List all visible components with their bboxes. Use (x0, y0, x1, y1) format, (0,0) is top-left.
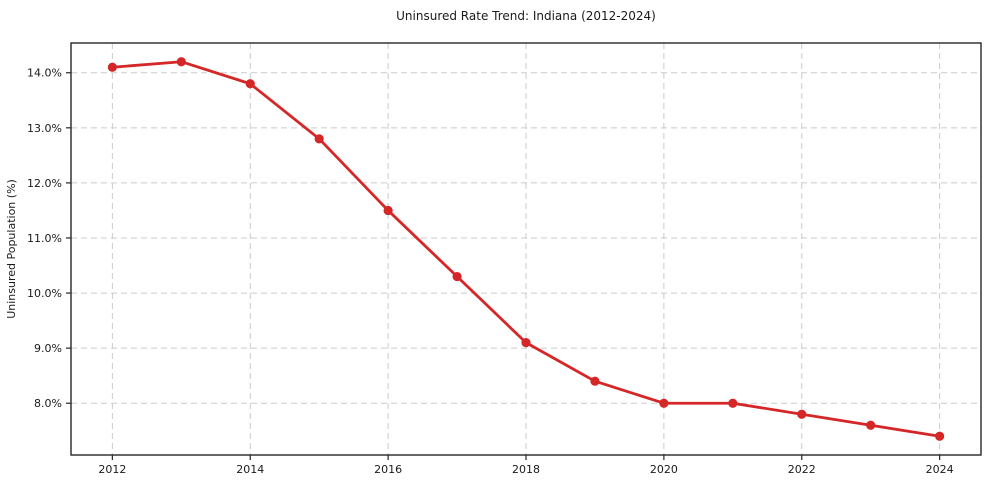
grid-lines (71, 43, 981, 455)
plot-border (70, 42, 982, 456)
data-point (521, 338, 531, 348)
y-tick-label: 14.0% (27, 67, 62, 80)
x-tick-label: 2014 (236, 463, 264, 476)
data-point (659, 398, 669, 408)
data-point (383, 205, 393, 216)
data-point (107, 62, 117, 72)
data-series (107, 57, 945, 441)
data-point (452, 271, 462, 282)
y-tick-label: 9.0% (34, 342, 62, 355)
x-tick-label: 2016 (374, 463, 402, 476)
x-tick-label: 2024 (926, 463, 954, 476)
y-tick-label: 12.0% (27, 177, 62, 190)
data-point (797, 409, 807, 419)
x-tick-label: 2022 (788, 463, 816, 476)
axis-ticks (66, 72, 941, 460)
data-point (590, 376, 600, 386)
y-tick-label: 10.0% (27, 287, 62, 300)
axis-tick-labels: 2012 2014 2016 2018 2020 2022 2024 8.0% 9.0% 10.0… (27, 67, 954, 476)
x-tick-label: 2018 (512, 463, 540, 476)
y-axis-label: Uninsured Population (%) (5, 179, 18, 319)
data-point (935, 431, 945, 441)
x-tick-label: 2020 (650, 463, 678, 476)
data-point (728, 398, 738, 408)
y-tick-label: 13.0% (27, 122, 62, 135)
y-tick-label: 11.0% (27, 232, 62, 245)
y-tick-label: 8.0% (34, 397, 62, 410)
data-point (176, 57, 186, 67)
data-point (866, 420, 876, 430)
data-point (245, 79, 255, 89)
x-tick-label: 2012 (98, 463, 126, 476)
data-point (314, 134, 324, 144)
chart-title: Uninsured Rate Trend: Indiana (2012-2024… (396, 9, 656, 23)
